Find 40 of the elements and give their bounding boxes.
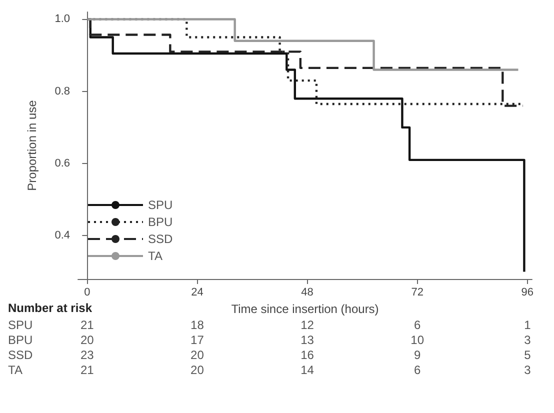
text: Number at risk [8, 301, 92, 315]
text: 3 [524, 363, 532, 377]
text: 6 [414, 318, 422, 332]
text: 23 [80, 348, 94, 362]
text: 16 [300, 348, 314, 362]
legend-label: TA [148, 249, 162, 263]
text: 17 [190, 333, 204, 347]
x-tick-label: 48 [301, 286, 314, 298]
y-tick-label: 1.0 [54, 13, 70, 26]
x-axis-title: Time since insertion (hours) [231, 302, 379, 316]
y-tick-label: 0.4 [54, 230, 70, 242]
text: SSD [8, 348, 34, 362]
text: TA [8, 363, 22, 377]
x-tick-label: 24 [191, 286, 204, 298]
text: 9 [414, 348, 422, 362]
text: 21 [80, 363, 94, 377]
text: 5 [524, 348, 532, 362]
legend-label: BPU [148, 215, 173, 229]
text: 10 [410, 333, 424, 347]
text: BPU [8, 333, 33, 347]
text: SPU [8, 318, 33, 332]
text: 1 [524, 318, 532, 332]
text: 14 [300, 363, 314, 377]
text: 20 [80, 333, 94, 347]
text: 20 [190, 363, 204, 377]
text: 21 [80, 318, 94, 332]
x-tick-label: 96 [521, 286, 534, 298]
text: 12 [300, 318, 314, 332]
y-tick-label: 0.8 [54, 85, 70, 98]
x-tick-label: 72 [411, 286, 424, 298]
text: 3 [524, 333, 532, 347]
text: 18 [190, 318, 204, 332]
legend-label: SSD [148, 232, 174, 246]
text: 6 [414, 363, 422, 377]
x-tick-label: 0 [84, 286, 90, 298]
legend-label: SPU [148, 198, 173, 212]
text: 20 [190, 348, 204, 362]
text: 13 [300, 333, 314, 347]
y-axis-title: Proportion in use [25, 100, 39, 191]
y-tick-label: 0.6 [54, 158, 70, 170]
